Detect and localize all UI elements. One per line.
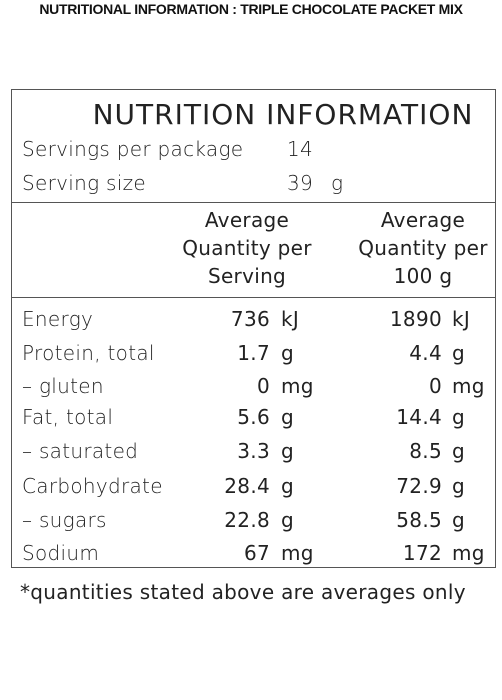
nutrient-per100-unit: g [452, 405, 465, 429]
col-100g-header-line2: Quantity per [336, 234, 502, 262]
nutrient-per100-value: 8.5 [362, 439, 442, 463]
nutrient-serving-unit: g [281, 439, 294, 463]
nutrient-serving-unit: g [281, 508, 294, 532]
nutrient-label: – gluten [22, 374, 104, 398]
nutrient-serving-value: 67 [190, 541, 270, 565]
serving-size-unit: g [331, 171, 343, 195]
panel-title: NUTRITION INFORMATION [0, 98, 502, 132]
nutrient-per100-unit: g [452, 341, 465, 365]
nutrient-per100-unit: kJ [452, 307, 470, 331]
footnote: *quantities stated above are averages on… [20, 580, 466, 604]
servings-per-package-label: Servings per package [22, 137, 243, 161]
nutrient-serving-unit: mg [281, 374, 314, 398]
nutrient-serving-unit: g [281, 474, 294, 498]
nutrient-serving-value: 28.4 [190, 474, 270, 498]
col-serving-header-line1: Average [160, 206, 334, 234]
page-heading: NUTRITIONAL INFORMATION : TRIPLE CHOCOLA… [0, 0, 502, 18]
divider-header [11, 297, 496, 298]
col-100g-header-line1: Average [336, 206, 502, 234]
serving-size-label: Serving size [22, 171, 146, 195]
nutrient-per100-value: 72.9 [362, 474, 442, 498]
nutrient-label: Fat, total [22, 405, 113, 429]
nutrient-per100-unit: mg [452, 541, 485, 565]
nutrient-per100-value: 172 [362, 541, 442, 565]
nutrient-serving-unit: g [281, 405, 294, 429]
nutrient-per100-value: 4.4 [362, 341, 442, 365]
nutrient-label: Carbohydrate [22, 474, 163, 498]
serving-size-value: 39 [287, 171, 313, 195]
nutrient-serving-value: 736 [190, 307, 270, 331]
nutrient-serving-value: 3.3 [190, 439, 270, 463]
col-serving-header-line2: Quantity per [160, 234, 334, 262]
servings-per-package-value: 14 [287, 137, 313, 161]
nutrient-serving-unit: kJ [281, 307, 299, 331]
nutrient-label: Protein, total [22, 341, 155, 365]
nutrient-label: Energy [22, 307, 93, 331]
nutrient-serving-value: 0 [190, 374, 270, 398]
nutrient-serving-value: 5.6 [190, 405, 270, 429]
nutrient-label: Sodium [22, 541, 99, 565]
nutrient-serving-unit: mg [281, 541, 314, 565]
nutrient-per100-value: 1890 [362, 307, 442, 331]
nutrient-serving-value: 1.7 [190, 341, 270, 365]
nutrient-per100-unit: mg [452, 374, 485, 398]
nutrient-label: – saturated [22, 439, 138, 463]
nutrient-serving-unit: g [281, 341, 294, 365]
col-serving-header-line3: Serving [160, 262, 334, 290]
nutrient-per100-unit: g [452, 439, 465, 463]
nutrient-per100-value: 14.4 [362, 405, 442, 429]
nutrient-per100-value: 0 [362, 374, 442, 398]
nutrient-label: – sugars [22, 508, 107, 532]
nutrient-serving-value: 22.8 [190, 508, 270, 532]
col-100g-header-line3: 100 g [336, 262, 502, 290]
divider-top [11, 202, 496, 203]
nutrient-per100-value: 58.5 [362, 508, 442, 532]
nutrient-per100-unit: g [452, 508, 465, 532]
nutrient-per100-unit: g [452, 474, 465, 498]
